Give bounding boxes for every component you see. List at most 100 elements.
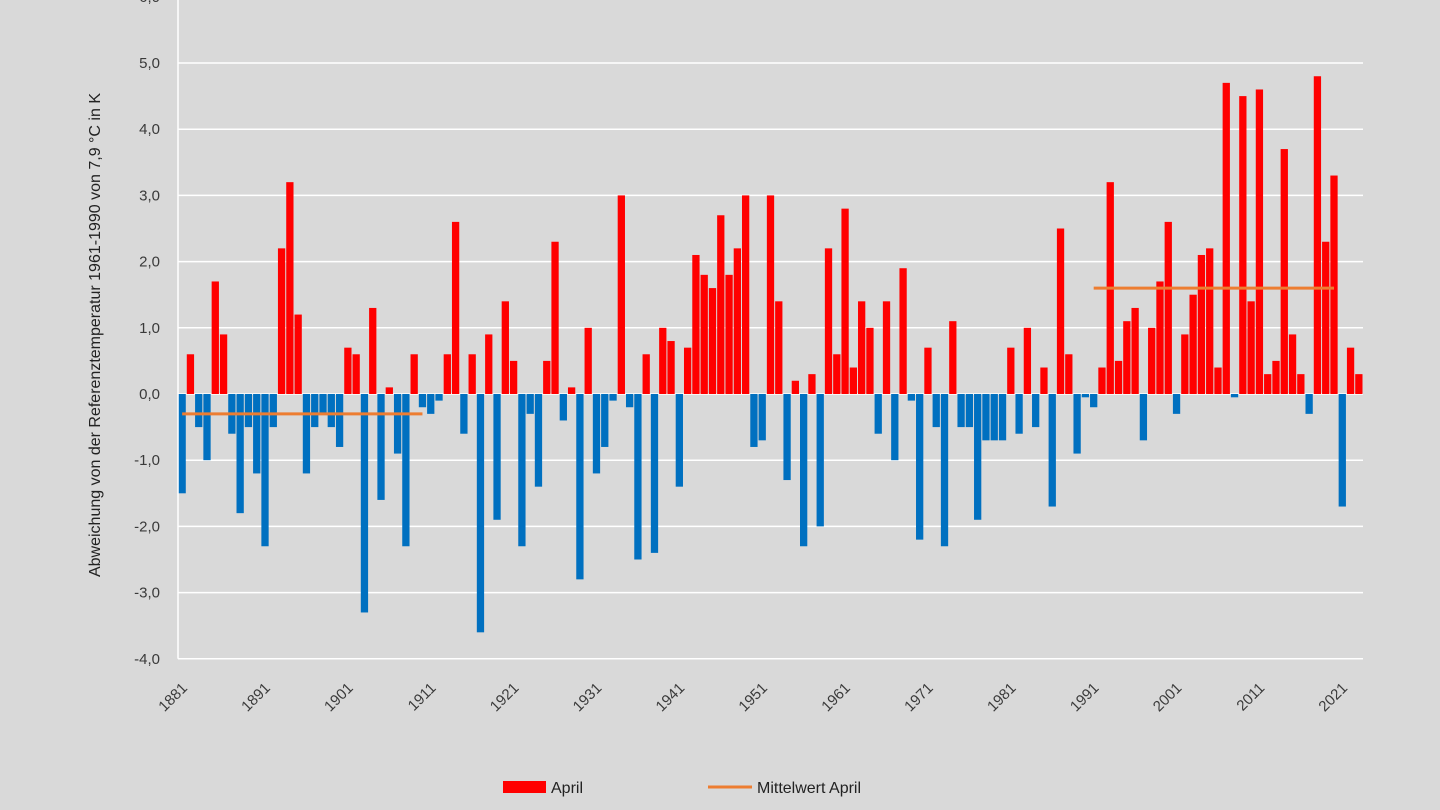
bar — [335, 394, 344, 447]
bar — [675, 394, 683, 487]
bar — [725, 274, 733, 394]
bar — [1023, 327, 1032, 394]
y-tick-label: 0,0 — [139, 386, 160, 403]
bar — [311, 394, 319, 428]
bar — [1288, 334, 1297, 394]
bar — [1239, 96, 1247, 394]
bar — [294, 314, 302, 394]
bar — [501, 301, 509, 394]
bar — [1156, 281, 1164, 394]
bar — [800, 394, 808, 547]
bar — [1206, 248, 1214, 394]
y-tick-labels: 6,0 5,0 4,0 3,0 2,0 1,0 0,0 -1,0 -2,0 -3,0 -4,0 — [134, 0, 160, 668]
bar — [1272, 360, 1280, 394]
bar — [1338, 394, 1346, 507]
bar — [1222, 82, 1230, 395]
bar — [982, 394, 990, 441]
bar — [642, 354, 650, 394]
bar — [1247, 301, 1255, 394]
bar — [1007, 347, 1015, 394]
bar — [791, 380, 800, 394]
bar — [907, 394, 916, 401]
bar — [1355, 374, 1363, 394]
bar — [402, 394, 410, 547]
bar — [940, 394, 949, 547]
legend: April Mittelwert April — [503, 780, 861, 797]
y-tick-label: -2,0 — [134, 518, 160, 535]
bar — [543, 360, 551, 394]
bar — [866, 327, 874, 394]
bar — [1123, 321, 1131, 394]
bar — [319, 394, 327, 414]
bar — [460, 394, 468, 434]
bar — [766, 195, 775, 394]
bar — [1073, 394, 1081, 454]
bar — [957, 394, 965, 428]
bar — [1098, 367, 1106, 394]
bar — [1313, 76, 1322, 395]
bar — [824, 248, 833, 394]
y-tick-label: -1,0 — [134, 452, 160, 469]
bar — [1164, 221, 1172, 394]
bar — [567, 387, 576, 394]
bar — [1330, 175, 1338, 394]
bar — [609, 394, 617, 401]
bar — [1056, 228, 1065, 394]
bar — [203, 394, 211, 461]
bar — [858, 301, 866, 394]
y-tick-label: -3,0 — [134, 585, 160, 602]
y-axis-title: Abweichung von der Referenztemperatur 19… — [87, 93, 104, 577]
bar — [1065, 354, 1073, 394]
bar — [277, 248, 286, 394]
bar — [1172, 394, 1181, 414]
bar — [882, 301, 891, 394]
bar — [261, 394, 269, 547]
bar — [849, 367, 858, 394]
bar — [874, 394, 882, 434]
mean-lines — [182, 286, 1334, 416]
bar — [286, 182, 294, 394]
bar — [1032, 394, 1040, 428]
bar — [965, 394, 974, 428]
bar — [700, 274, 708, 394]
bar — [1048, 394, 1056, 507]
bar — [534, 394, 543, 487]
bar — [551, 241, 559, 394]
bar — [1264, 374, 1272, 394]
bar — [377, 394, 385, 500]
bar — [692, 254, 700, 394]
bar — [1305, 394, 1313, 414]
bar — [443, 354, 451, 394]
y-tick-label: 4,0 — [139, 121, 160, 138]
bar — [949, 321, 957, 394]
bar — [393, 394, 402, 454]
bar — [650, 394, 659, 553]
bar — [1090, 394, 1098, 408]
bar — [1139, 394, 1148, 441]
bar — [485, 334, 493, 394]
bar — [775, 301, 783, 394]
legend-label-mean: Mittelwert April — [757, 780, 861, 797]
bar — [195, 394, 203, 428]
y-tick-label: 6,0 — [139, 0, 160, 6]
bar — [617, 195, 625, 394]
bar — [1189, 294, 1197, 394]
bar — [468, 354, 476, 394]
bar — [1255, 89, 1264, 394]
y-tick-label: 5,0 — [139, 55, 160, 72]
y-tick-label: 1,0 — [139, 320, 160, 337]
bar — [1230, 394, 1239, 398]
bar — [186, 354, 195, 394]
bar — [576, 394, 584, 580]
bar — [601, 394, 609, 447]
bar — [1214, 367, 1222, 394]
bar — [932, 394, 940, 428]
bar — [327, 394, 335, 428]
bar — [916, 394, 924, 540]
bar — [236, 394, 244, 514]
bar — [833, 354, 841, 394]
bar — [493, 394, 501, 520]
bar — [219, 334, 228, 394]
bar — [758, 394, 766, 441]
